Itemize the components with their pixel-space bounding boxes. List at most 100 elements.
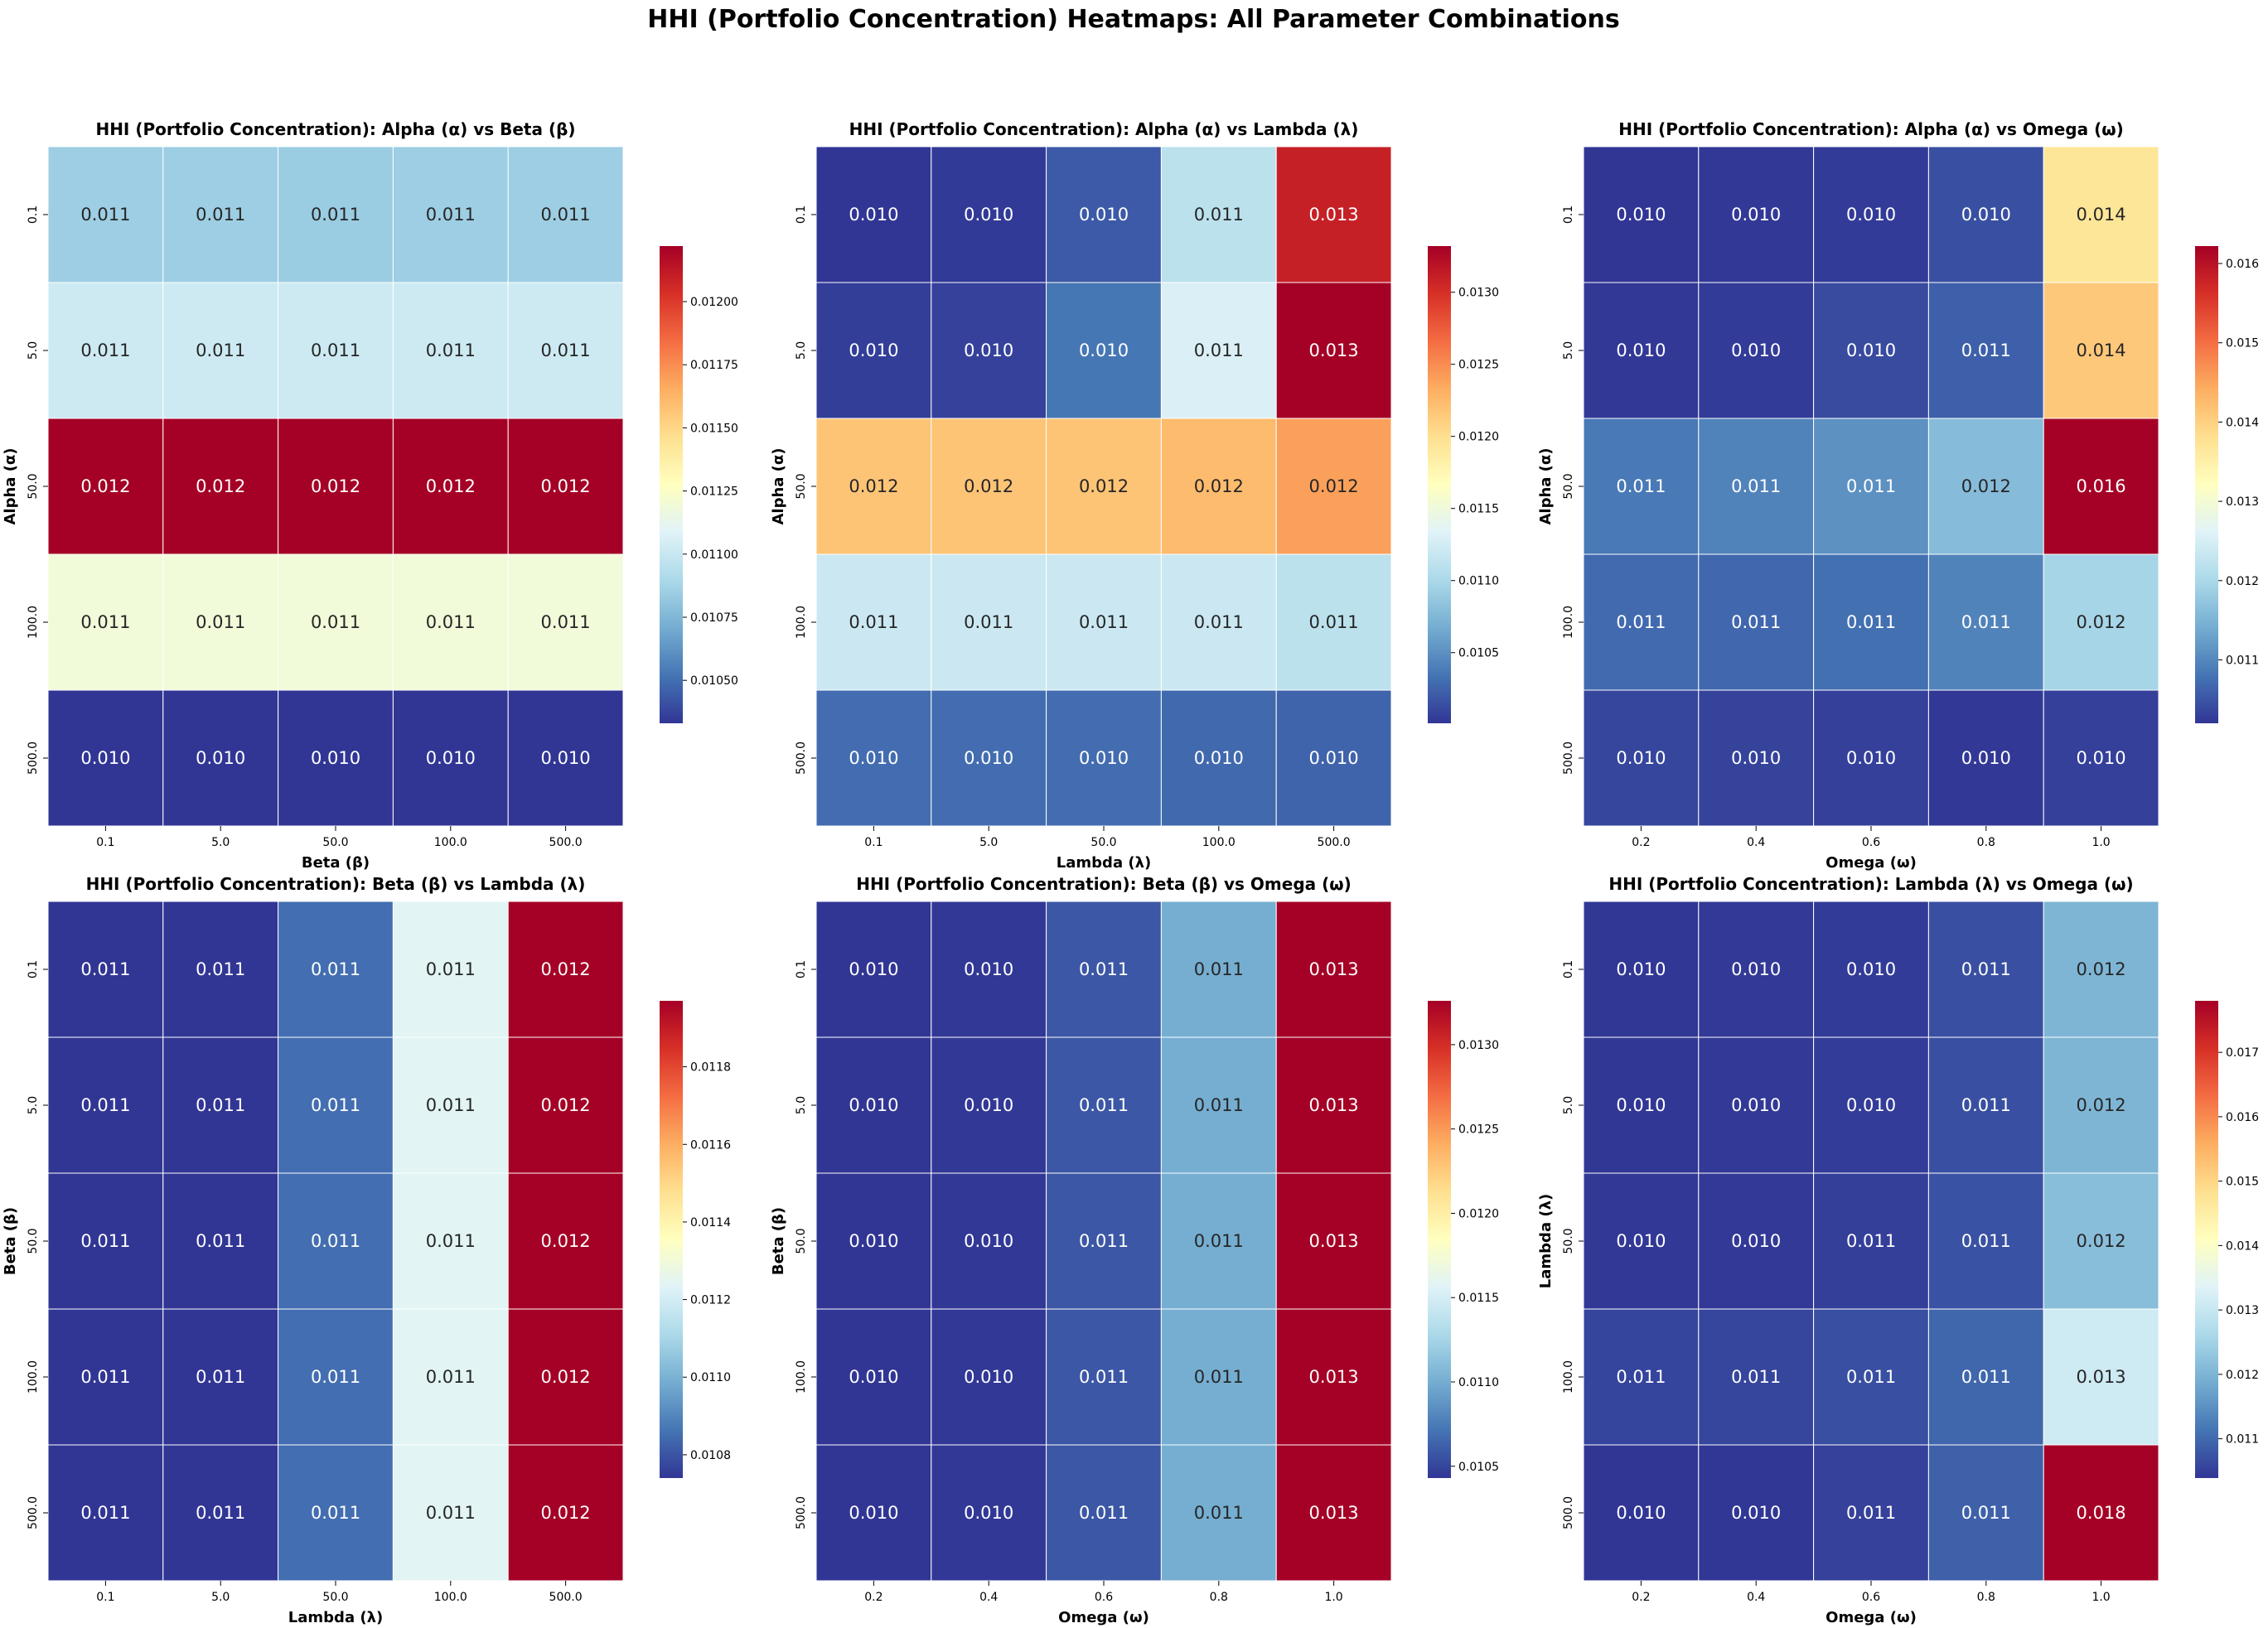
heatmap-cell <box>1698 418 1815 555</box>
heatmap-cell <box>1160 1172 1277 1310</box>
cell-annotation: 0.011 <box>426 612 476 632</box>
heatmap-cell <box>507 1308 624 1446</box>
cell-annotation: 0.010 <box>849 1095 898 1115</box>
y-tick-label: 100.0 <box>795 1360 808 1394</box>
cell-annotation: 0.011 <box>80 1095 130 1115</box>
heatmap-cell <box>1698 1036 1815 1174</box>
cell-annotation: 0.011 <box>1731 612 1781 632</box>
cell-annotation: 0.012 <box>1194 476 1244 496</box>
heatmap-cell <box>162 1444 279 1582</box>
cell-annotation: 0.011 <box>426 1367 476 1387</box>
cell-annotation: 0.011 <box>311 1095 360 1115</box>
colorbar-tick-label: 0.0112 <box>690 1294 731 1307</box>
x-axis-label: Omega (ω) <box>1058 1609 1149 1626</box>
heatmap-cell <box>931 1308 1047 1446</box>
heatmap-cell <box>1275 553 1392 691</box>
heatmap-cell <box>47 1444 164 1582</box>
heatmap-panel-2: HHI (Portfolio Concentration): Alpha (α)… <box>770 119 1499 872</box>
y-tick-label: 0.1 <box>795 205 808 224</box>
heatmap-cell <box>1698 282 1815 419</box>
y-axis-label: Beta (β) <box>770 1207 787 1275</box>
colorbar <box>660 246 683 723</box>
y-tick-label: 5.0 <box>27 1096 40 1114</box>
cell-annotation: 0.012 <box>849 476 898 496</box>
colorbar-tick-label: 0.01100 <box>690 548 738 562</box>
heatmap-cell <box>278 146 394 283</box>
cell-annotation: 0.011 <box>1961 341 2011 360</box>
y-tick-label: 0.1 <box>1562 205 1575 224</box>
cell-annotation: 0.010 <box>1079 748 1129 768</box>
cell-annotation: 0.010 <box>964 341 1013 360</box>
heatmap-panel-4: HHI (Portfolio Concentration): Beta (β) … <box>2 874 731 1626</box>
colorbar-tick-label: 0.01050 <box>690 674 738 688</box>
y-axis-label: Alpha (α) <box>770 447 787 524</box>
colorbar <box>1428 246 1451 723</box>
cell-annotation: 0.010 <box>1846 959 1896 979</box>
colorbar-tick-label: 0.0116 <box>690 1138 731 1152</box>
heatmap-cell <box>1698 1172 1815 1310</box>
cell-annotation: 0.011 <box>1194 341 1244 360</box>
y-tick-label: 5.0 <box>27 341 40 360</box>
heatmap-panel-6: HHI (Portfolio Concentration): Lambda (λ… <box>1537 874 2259 1626</box>
cell-annotation: 0.010 <box>1961 205 2011 225</box>
cell-annotation: 0.011 <box>1961 959 2011 979</box>
cell-annotation: 0.012 <box>426 476 476 496</box>
heatmap-cell <box>1046 1308 1162 1446</box>
cell-annotation: 0.012 <box>2077 1231 2126 1251</box>
y-tick-label: 5.0 <box>795 341 808 360</box>
colorbar-tick-label: 0.0115 <box>1458 503 1499 516</box>
heatmap-cell <box>1813 689 1929 827</box>
colorbar-tick-label: 0.013 <box>2226 1304 2259 1317</box>
y-tick-label: 5.0 <box>1562 1096 1575 1114</box>
heatmap-cell <box>815 1444 932 1582</box>
heatmap-cell <box>507 1036 624 1174</box>
heatmap-panel-1: HHI (Portfolio Concentration): Alpha (α)… <box>2 119 738 872</box>
y-tick-label: 0.1 <box>795 960 808 978</box>
heatmap-cell <box>162 282 279 419</box>
heatmap-cell <box>931 1036 1047 1174</box>
x-tick-label: 50.0 <box>1090 836 1116 849</box>
cell-annotation: 0.011 <box>1194 1503 1244 1523</box>
cell-annotation: 0.014 <box>2077 205 2126 225</box>
cell-annotation: 0.012 <box>541 1231 591 1251</box>
y-tick-label: 5.0 <box>795 1096 808 1114</box>
heatmap-cell <box>1583 1172 1700 1310</box>
cell-annotation: 0.010 <box>1731 959 1781 979</box>
y-tick-label: 50.0 <box>27 473 40 499</box>
heatmap-cell <box>1698 1444 1815 1582</box>
heatmap-cell <box>162 553 279 691</box>
heatmap-cell <box>47 1036 164 1174</box>
heatmap-cell <box>278 418 394 555</box>
cell-annotation: 0.010 <box>964 1503 1013 1523</box>
heatmap-cell <box>1275 901 1392 1038</box>
heatmap-cell <box>507 146 624 283</box>
figure-suptitle: HHI (Portfolio Concentration) Heatmaps: … <box>647 5 1619 34</box>
heatmap-panel-5: HHI (Portfolio Concentration): Beta (β) … <box>770 874 1499 1626</box>
cell-annotation: 0.011 <box>196 1095 245 1115</box>
colorbar-tick-label: 0.015 <box>2226 1176 2259 1189</box>
heatmap-cell <box>1275 689 1392 827</box>
cell-annotation: 0.010 <box>1309 748 1359 768</box>
cell-annotation: 0.010 <box>849 959 898 979</box>
cell-annotation: 0.011 <box>1961 1367 2011 1387</box>
cell-annotation: 0.011 <box>1846 612 1896 632</box>
heatmap-cell <box>1275 1036 1392 1174</box>
heatmap-cell <box>1583 901 1700 1038</box>
heatmap-cell <box>1046 901 1162 1038</box>
cell-annotation: 0.011 <box>1846 1503 1896 1523</box>
cell-annotation: 0.011 <box>1079 1095 1129 1115</box>
y-axis-label: Alpha (α) <box>1537 447 1555 524</box>
cell-annotation: 0.010 <box>1616 1503 1666 1523</box>
heatmap-cell <box>1046 1444 1162 1582</box>
cell-annotation: 0.011 <box>1079 1231 1129 1251</box>
cell-annotation: 0.011 <box>311 1231 360 1251</box>
x-tick-label: 1.0 <box>1324 1591 1342 1604</box>
y-tick-label: 50.0 <box>27 1228 40 1254</box>
cell-annotation: 0.011 <box>311 341 360 360</box>
heatmap-cell <box>1927 553 2044 691</box>
cell-annotation: 0.010 <box>80 748 130 768</box>
cell-annotation: 0.010 <box>1731 1231 1781 1251</box>
x-tick-label: 0.2 <box>1632 1591 1650 1604</box>
cell-annotation: 0.014 <box>2077 341 2126 360</box>
cell-annotation: 0.010 <box>1731 205 1781 225</box>
